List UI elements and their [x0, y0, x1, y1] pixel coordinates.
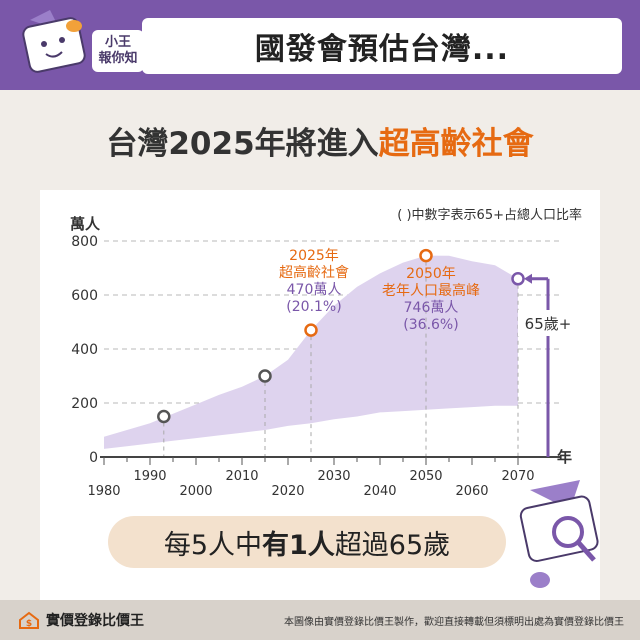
data-marker-2	[304, 323, 318, 337]
annotation-2050-year: 2050年	[406, 266, 456, 282]
data-marker-3	[419, 248, 433, 263]
x-axis-label: 年	[557, 448, 572, 466]
x-tick-label: 1980	[87, 484, 120, 499]
bracket-label-bg	[518, 310, 578, 336]
annotation-2025-year: 2025年	[289, 248, 339, 264]
page-title: 國發會預估台灣...	[142, 18, 622, 74]
brand-badge: 小王 報你知	[92, 30, 144, 72]
footer-brand-text: 實價登錄比價王	[46, 613, 144, 629]
bracket-label: 65歲+	[525, 315, 572, 333]
footer: $ 實價登錄比價王 本圖像由實價登錄比價王製作，歡迎直接轉載但須標明出處為實價登…	[0, 600, 640, 640]
data-marker-0	[157, 409, 171, 424]
x-tick-label: 2050	[409, 469, 442, 484]
callout-pill: 每5人中 有1人 超過65歲	[108, 516, 506, 568]
chart-note: ( )中數字表示65+占總人口比率	[397, 207, 582, 223]
callout-part-2: 有1人	[262, 529, 335, 561]
annotation-2050-pct: (36.6%)	[403, 317, 459, 333]
y-axis-label: 萬人	[70, 215, 101, 233]
annotation-2050-value: 746萬人	[403, 300, 459, 316]
annotation-2025-value: 470萬人	[286, 282, 342, 298]
x-tick-label: 2020	[271, 484, 304, 499]
magnifier-mascot-icon	[519, 480, 599, 588]
x-tick-label: 2030	[317, 469, 350, 484]
x-tick-label: 2000	[179, 484, 212, 499]
annotation-2025-label: 超高齡社會	[279, 265, 349, 281]
footer-brand: $ 實價登錄比價王	[18, 610, 144, 630]
callout-part-1: 每5人中	[163, 529, 263, 561]
annotation-2050-label: 老年人口最高峰	[382, 283, 480, 299]
x-tick-label: 2040	[363, 484, 396, 499]
data-marker-1	[258, 369, 272, 383]
x-tick-label: 1990	[133, 469, 166, 484]
annotation-2025: 2025年 超高齡社會 470萬人 (20.1%)	[262, 248, 366, 316]
annotation-2025-pct: (20.1%)	[286, 299, 342, 315]
x-tick-label: 2070	[501, 469, 534, 484]
x-tick-label: 2010	[225, 469, 258, 484]
svg-text:$: $	[26, 619, 32, 629]
subtitle-prefix: 台灣2025年將進入	[106, 126, 379, 162]
house-icon: $	[19, 611, 39, 629]
x-tick-label: 2060	[455, 484, 488, 499]
y-tick-label: 200	[71, 396, 98, 412]
badge-line-1: 小王	[104, 35, 131, 50]
data-marker-4	[511, 272, 525, 286]
mascot-icon	[22, 10, 86, 73]
annotation-2050: 2050年 老年人口最高峰 746萬人 (36.6%)	[370, 266, 492, 334]
y-tick-label: 400	[71, 342, 98, 358]
subtitle: 台灣2025年將進入超高齡社會	[0, 118, 640, 163]
footer-note: 本圖像由實價登錄比價王製作，歡迎直接轉載但須標明出處為實價登錄比價王	[284, 616, 624, 628]
badge-line-2: 報你知	[98, 51, 138, 66]
subtitle-highlight: 超高齡社會	[378, 126, 534, 162]
callout-part-3: 超過65歲	[334, 529, 451, 561]
header-bar: 小王 報你知 國發會預估台灣...	[0, 0, 640, 90]
y-tick-label: 800	[71, 234, 98, 250]
y-tick-label: 0	[89, 450, 98, 466]
bracket-arrowhead	[524, 273, 532, 284]
y-tick-label: 600	[71, 288, 98, 304]
